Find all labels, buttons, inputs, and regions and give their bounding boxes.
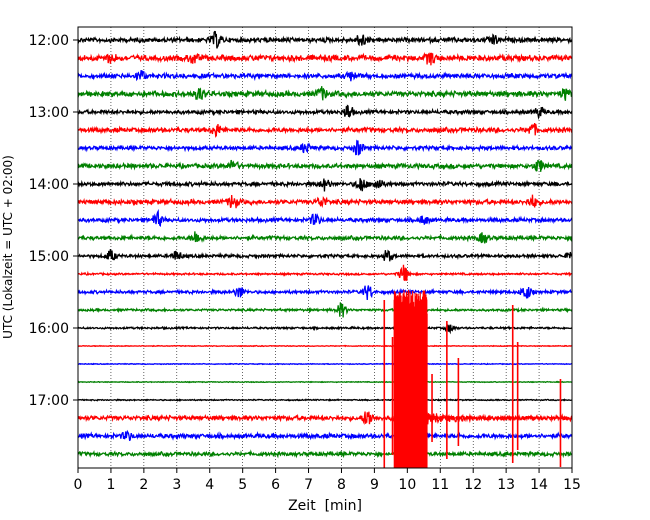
x-axis-ticks: 0 1 2 3 4 5 6 7 8 9 10 11 12 13 14 15 — [74, 468, 581, 493]
trace-row-1400 — [78, 178, 572, 192]
plot-frame — [77, 26, 573, 469]
x-tick-label: 1 — [106, 477, 115, 493]
x-tick-label: 14 — [530, 477, 548, 493]
trace-row-1200 — [78, 30, 572, 49]
x-tick-label: 12 — [464, 477, 482, 493]
event-coda — [426, 411, 572, 425]
trace-row-1745 — [78, 446, 572, 463]
trace-row-1545 — [78, 302, 572, 318]
trace-row-1645 — [78, 380, 572, 384]
x-tick-label: 8 — [337, 477, 346, 493]
trace-row-1530 — [78, 285, 572, 300]
y-tick-label: 16:00 — [29, 321, 69, 337]
x-tick-label: 13 — [497, 477, 515, 493]
x-tick-label: 15 — [563, 477, 581, 493]
trace-row-1430 — [78, 208, 572, 228]
y-tick-label: 12:00 — [29, 33, 69, 49]
y-tick-label: 15:00 — [29, 249, 69, 265]
y-tick-label: 13:00 — [29, 105, 69, 121]
event-saturated-block — [393, 290, 428, 468]
trace-row-1345 — [78, 159, 572, 173]
x-tick-label: 3 — [172, 477, 181, 493]
trace-row-1630 — [78, 362, 572, 366]
trace-row-1230 — [78, 70, 572, 82]
large-event — [383, 290, 572, 468]
trace-row-1600 — [78, 324, 572, 335]
trace-row-1445 — [78, 231, 572, 244]
y-tick-label: 14:00 — [29, 177, 69, 193]
x-tick-label: 10 — [398, 477, 416, 493]
y-axis-ticks: 12:00 13:00 14:00 15:00 16:00 17:00 — [29, 33, 78, 409]
trace-row-1730 — [78, 429, 572, 442]
trace-row-1415 — [78, 194, 572, 209]
x-tick-label: 0 — [74, 477, 83, 493]
x-axis-label: Zeit [min] — [288, 498, 362, 514]
trace-row-1615 — [78, 344, 572, 348]
y-tick-label: 17:00 — [29, 393, 69, 409]
x-tick-label: 7 — [304, 477, 313, 493]
trace-row-1245 — [78, 86, 572, 101]
x-tick-label: 5 — [238, 477, 247, 493]
seismogram-traces — [78, 30, 572, 463]
trace-row-1500 — [78, 249, 572, 262]
trace-row-1700 — [78, 398, 572, 402]
trace-row-1330 — [78, 139, 572, 156]
x-tick-label: 9 — [370, 477, 379, 493]
x-tick-label: 11 — [431, 477, 449, 493]
trace-row-1515 — [78, 264, 572, 282]
trace-row-1215 — [78, 52, 572, 66]
x-tick-label: 4 — [205, 477, 214, 493]
trace-row-1300 — [78, 104, 572, 121]
y-axis-label: UTC (Lokalzeit = UTC + 02:00) — [1, 155, 15, 339]
plot-background — [78, 27, 572, 468]
x-tick-label: 6 — [271, 477, 280, 493]
x-tick-label: 2 — [139, 477, 148, 493]
trace-row-1315 — [78, 122, 572, 138]
